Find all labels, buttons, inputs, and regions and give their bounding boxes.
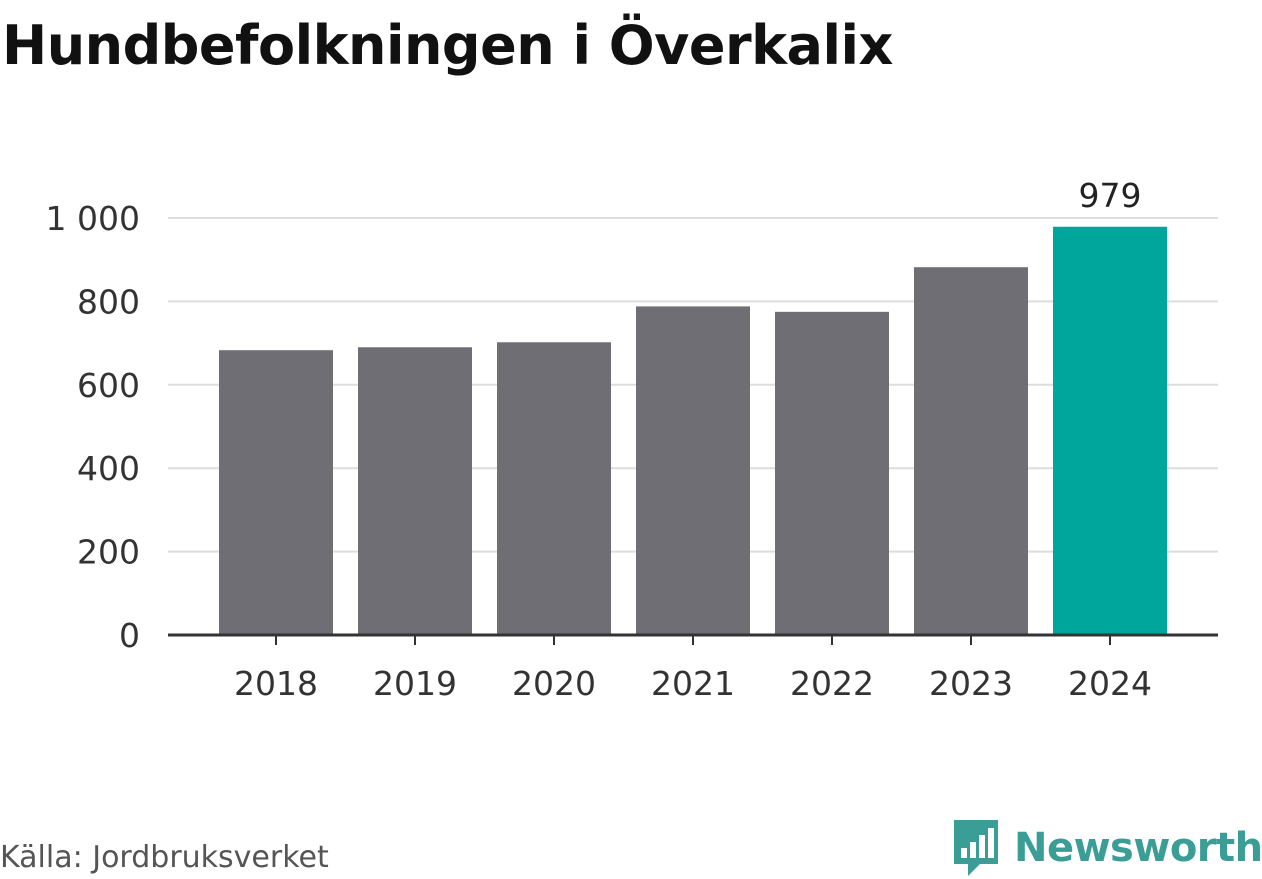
x-tick-label: 2021: [651, 664, 735, 703]
x-tick-label: 2019: [373, 664, 457, 703]
y-tick-label: 400: [77, 449, 140, 488]
x-tick-label: 2020: [512, 664, 596, 703]
bar-2018: [219, 350, 333, 635]
bar-2019: [358, 347, 472, 635]
y-tick-label: 200: [77, 533, 140, 572]
x-tick-label: 2024: [1068, 664, 1152, 703]
bar-2021: [636, 306, 750, 635]
x-tick-label: 2018: [234, 664, 318, 703]
data-label: 979: [1079, 176, 1142, 215]
y-tick-label: 800: [77, 282, 140, 321]
brand-name: Newsworthy: [1014, 825, 1262, 871]
brand-logo: Newsworthy: [950, 818, 1262, 878]
bar-2023: [914, 267, 1028, 635]
y-tick-label: 1 000: [46, 199, 140, 238]
x-tick-label: 2023: [929, 664, 1013, 703]
bar-2024: [1053, 226, 1167, 635]
y-tick-label: 0: [119, 616, 140, 655]
y-tick-label: 600: [77, 366, 140, 405]
bar-2022: [775, 311, 889, 635]
newsworthy-logo-icon: [954, 820, 998, 876]
chart-title: Hundbefolkningen i Överkalix: [2, 14, 893, 77]
source-label: Källa: Jordbruksverket: [0, 840, 329, 875]
bar-2020: [497, 342, 611, 635]
x-tick-label: 2022: [790, 664, 874, 703]
